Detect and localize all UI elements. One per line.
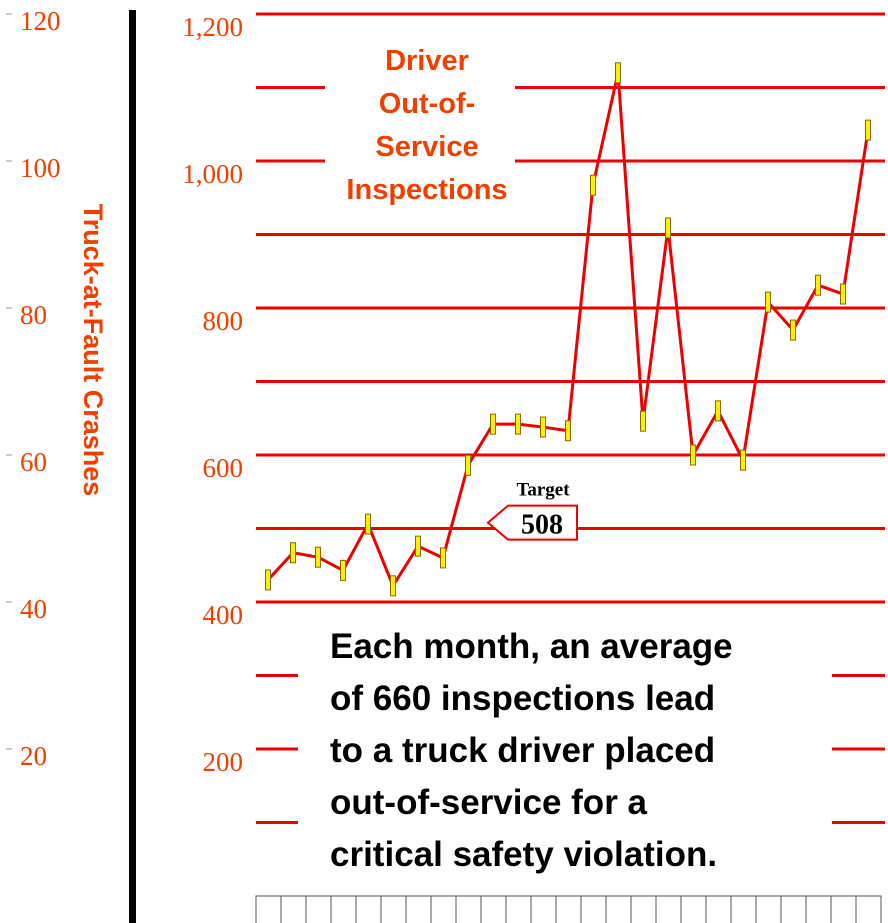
y-tick-label: 400 [203, 600, 244, 630]
marker [340, 559, 346, 581]
x-cell [555, 895, 582, 923]
marker [265, 569, 271, 591]
x-cell [580, 895, 607, 923]
chart-title: Driver [385, 45, 469, 77]
y-tick-label: 1,000 [182, 159, 243, 189]
y2-tick-label: 60 [20, 447, 47, 477]
annotation: critical safety violation. [330, 835, 717, 874]
y-tick-label: 200 [203, 747, 244, 777]
marker [590, 174, 596, 196]
target-callout [486, 504, 578, 541]
target-value: 508 [521, 510, 563, 541]
marker [690, 444, 696, 466]
chart-title: Out-of- [379, 88, 476, 120]
x-cell [255, 895, 282, 923]
x-cell [330, 895, 357, 923]
x-cell [830, 895, 857, 923]
x-cell [605, 895, 632, 923]
x-cell [480, 895, 507, 923]
x-cell [730, 895, 757, 923]
x-cell [805, 895, 832, 923]
x-cell [430, 895, 457, 923]
marker [715, 400, 721, 422]
x-cell [405, 895, 432, 923]
marker [815, 274, 821, 296]
marker [315, 546, 321, 568]
x-cell [280, 895, 307, 923]
x-cell [680, 895, 707, 923]
y2-tick-label: 120 [20, 6, 61, 36]
marker [765, 291, 771, 313]
x-cell [705, 895, 732, 923]
marker [840, 283, 846, 305]
marker [415, 535, 421, 557]
x-cell [455, 895, 482, 923]
y-tick-label: 600 [203, 453, 244, 483]
target-label: Target [516, 480, 570, 501]
y2-tick-label: 20 [20, 741, 47, 771]
x-cell [380, 895, 407, 923]
y-tick-label: 800 [203, 306, 244, 336]
y2-tick-label: 100 [20, 153, 61, 183]
chart-title: Inspections [346, 174, 507, 206]
marker [440, 547, 446, 569]
marker [565, 420, 571, 442]
title-bg [325, 40, 515, 220]
annotation: Each month, an average [330, 627, 733, 666]
y2-tick-label: 40 [20, 594, 47, 624]
annotation: of 660 inspections lead [330, 679, 715, 718]
marker [615, 62, 621, 84]
marker [390, 575, 396, 597]
marker [740, 449, 746, 471]
x-cell [855, 895, 882, 923]
annotation-bg [298, 620, 832, 882]
marker [665, 217, 671, 239]
y-tick-label: 1,200 [182, 12, 243, 42]
marker [490, 413, 496, 435]
marker [515, 413, 521, 435]
annotation: to a truck driver placed [330, 731, 715, 770]
x-cell [755, 895, 782, 923]
x-cell [780, 895, 807, 923]
marker [540, 416, 546, 438]
marker [640, 410, 646, 432]
x-cell [530, 895, 557, 923]
marker [365, 513, 371, 535]
marker [790, 319, 796, 341]
x-cell [655, 895, 682, 923]
marker [290, 542, 296, 564]
x-cell [355, 895, 382, 923]
x-cell [630, 895, 657, 923]
axis-bar [129, 10, 136, 923]
chart-title: Service [375, 131, 478, 163]
marker [865, 119, 871, 141]
x-cell [305, 895, 332, 923]
marker [465, 454, 471, 476]
x-cell [505, 895, 532, 923]
annotation: out-of-service for a [330, 783, 648, 822]
y2-axis-label: Truck-at-Fault Crashes [78, 204, 108, 497]
y2-tick-label: 80 [20, 300, 47, 330]
